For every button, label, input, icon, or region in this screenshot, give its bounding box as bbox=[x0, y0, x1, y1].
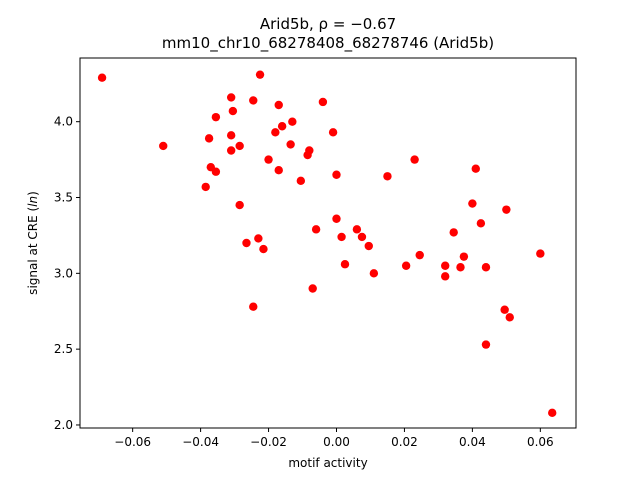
data-point bbox=[264, 155, 273, 164]
x-tick-label: 0.04 bbox=[459, 435, 486, 449]
data-point bbox=[311, 225, 321, 234]
data-point bbox=[228, 106, 238, 116]
chart-title-line2: mm10_chr10_68278408_68278746 (Arid5b) bbox=[162, 34, 494, 53]
data-point bbox=[369, 269, 379, 278]
data-point bbox=[211, 167, 221, 176]
data-point bbox=[410, 155, 419, 164]
y-tick-label: 4.0 bbox=[54, 115, 73, 129]
data-point bbox=[97, 73, 107, 82]
data-point bbox=[242, 238, 251, 248]
data-point bbox=[364, 241, 373, 251]
data-point bbox=[159, 141, 168, 151]
data-point bbox=[255, 70, 265, 79]
x-axis-ticks: −0.06 −0.04 −0.02 0.00 0.02 0.04 0.06 bbox=[114, 428, 554, 449]
data-point bbox=[415, 250, 424, 260]
data-point bbox=[226, 146, 236, 155]
data-point bbox=[254, 234, 263, 243]
data-point bbox=[332, 214, 341, 223]
data-point bbox=[332, 170, 341, 179]
data-point bbox=[468, 199, 477, 208]
data-point bbox=[449, 228, 458, 237]
data-point bbox=[274, 100, 283, 110]
y-tick-label: 2.5 bbox=[54, 342, 73, 356]
data-point bbox=[235, 141, 244, 151]
y-axis-label: signal at CRE (ln) bbox=[26, 191, 40, 295]
y-tick-label: 3.5 bbox=[54, 191, 73, 205]
x-tick-label: 0.00 bbox=[323, 435, 350, 449]
data-point bbox=[288, 117, 297, 126]
data-point bbox=[340, 260, 350, 269]
data-point bbox=[296, 176, 306, 186]
x-axis-label: motif activity bbox=[288, 456, 367, 470]
data-point bbox=[201, 182, 210, 192]
data-point bbox=[211, 112, 221, 122]
data-point bbox=[204, 134, 214, 143]
data-point bbox=[286, 140, 295, 149]
y-tick-label: 3.0 bbox=[54, 266, 73, 280]
data-point bbox=[357, 232, 367, 242]
data-point bbox=[459, 252, 469, 261]
data-point bbox=[337, 232, 346, 242]
data-point bbox=[352, 225, 362, 234]
plot-area-frame bbox=[79, 57, 577, 429]
data-point bbox=[259, 244, 268, 254]
data-point bbox=[271, 128, 280, 137]
x-tick-label: −0.04 bbox=[182, 435, 219, 449]
data-point bbox=[308, 284, 317, 293]
chart-title-line1: Arid5b, ρ = −0.67 bbox=[260, 15, 396, 33]
x-tick-label: −0.02 bbox=[250, 435, 287, 449]
y-axis-ticks: 2.0 2.5 3.0 3.5 4.0 bbox=[54, 115, 80, 432]
data-point bbox=[274, 166, 283, 175]
data-point bbox=[471, 164, 480, 173]
data-point bbox=[500, 305, 509, 314]
data-point bbox=[548, 408, 557, 418]
data-point bbox=[249, 302, 258, 311]
data-point bbox=[481, 263, 491, 272]
data-point bbox=[401, 261, 411, 270]
data-point bbox=[249, 96, 258, 105]
x-tick-label: 0.02 bbox=[391, 435, 418, 449]
data-point bbox=[441, 272, 450, 281]
data-points bbox=[97, 70, 557, 418]
data-point bbox=[502, 205, 511, 214]
y-axis-label-unit: ln bbox=[26, 196, 40, 207]
x-tick-label: −0.06 bbox=[114, 435, 151, 449]
data-point bbox=[277, 122, 287, 131]
data-point bbox=[318, 97, 328, 107]
data-point bbox=[505, 313, 514, 322]
data-point bbox=[226, 131, 236, 140]
data-point bbox=[383, 172, 392, 181]
data-point bbox=[235, 200, 244, 210]
x-tick-label: 0.06 bbox=[527, 435, 554, 449]
data-point bbox=[305, 146, 314, 155]
data-point bbox=[481, 340, 491, 349]
y-tick-label: 2.0 bbox=[54, 418, 73, 432]
data-point bbox=[456, 263, 465, 272]
data-point bbox=[328, 128, 338, 137]
data-point bbox=[441, 261, 450, 270]
data-point bbox=[476, 219, 486, 228]
data-point bbox=[536, 249, 545, 258]
data-point bbox=[226, 93, 236, 102]
